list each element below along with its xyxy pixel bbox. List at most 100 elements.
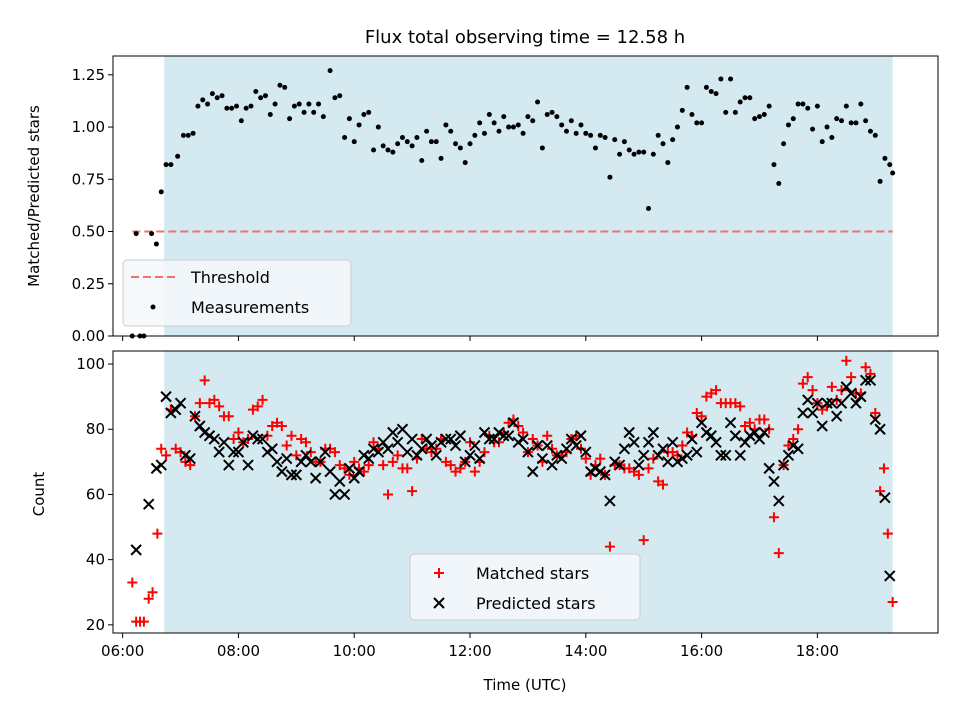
measurement-point [515,122,521,128]
measurement-point [737,99,743,105]
predicted-star-point [662,456,674,468]
measurement-point [419,157,425,163]
measurement-point [346,116,352,122]
measurement-point [327,68,333,74]
predicted-star-point [362,452,375,465]
predicted-star-point [565,433,578,445]
predicted-star-point [493,426,505,439]
measurement-point [790,116,796,122]
matched-star-point [252,401,263,412]
measurement-point [520,130,526,136]
predicted-star-point [223,459,235,471]
predicted-star-point [584,465,597,478]
matched-star-point [407,486,418,497]
predicted-star-point [189,410,201,422]
matched-star-point [455,463,466,474]
matched-star-point [696,411,707,422]
matched-star-point [764,424,775,435]
measurement-point [670,137,676,143]
measurement-point [395,141,401,147]
predicted-star-point [174,397,187,409]
predicted-star-point [473,452,486,465]
predicted-star-point [232,446,245,458]
measurement-point [491,120,497,126]
measurement-point [267,112,273,118]
measurement-point [559,122,565,128]
predicted-star-point [445,433,457,445]
measurement-point [703,84,709,90]
predicted-star-point [213,446,225,458]
measurement-point [342,134,348,140]
measurement-point [205,101,211,107]
matched-star-point [387,456,398,467]
measurement-point [863,118,869,124]
predicted-star-point [353,465,365,478]
measurement-point [612,137,618,143]
measurement-point [732,109,738,115]
predicted-star-point [763,462,775,475]
predicted-star-point [372,446,385,458]
predicted-star-point [623,426,635,439]
matched-star-point [759,414,770,425]
matched-star-point [875,486,886,497]
measurement-point [781,141,787,147]
measurement-point [209,91,215,97]
y-tick-label: 60 [86,485,105,503]
measurement-point [277,82,283,88]
predicted-star-point [744,430,756,442]
predicted-star-point [541,439,553,452]
predicted-star-point [208,433,221,445]
measurement-point [301,109,307,115]
measurement-point [224,105,230,111]
measurement-point [756,114,762,120]
matched-star-point [882,528,893,539]
matched-star-point [633,469,644,480]
matched-star-point [846,372,857,383]
legend-measurements-swatch [150,304,156,310]
predicted-star-point [869,413,881,426]
predicted-star-point [517,433,529,445]
chart-title: Flux total observing time = 12.58 h [365,27,685,48]
ratio-y-axis-label: Matched/Predicted stars [25,105,43,287]
matched-star-point [711,385,722,396]
measurement-point [248,103,254,109]
x-tick-label: 10:00 [333,642,376,660]
predicted-star-point [835,397,848,409]
predicted-star-point [884,570,896,582]
measurement-point [291,103,297,109]
measurement-point [438,155,444,161]
matched-star-point [199,375,210,386]
predicted-star-point [792,443,804,455]
measurement-point [800,101,806,107]
measurement-point [351,139,357,145]
matched-star-point [793,424,804,435]
predicted-star-point [618,443,631,455]
predicted-star-point [691,446,703,458]
predicted-star-point [256,433,269,445]
measurement-point [819,139,825,145]
matched-star-point [672,450,683,461]
x-tick-label: 16:00 [680,642,723,660]
y-tick-label: 0.75 [72,170,105,188]
matched-star-point [156,443,167,454]
matched-star-point [147,587,158,598]
predicted-star-point [329,488,341,501]
predicted-star-point [560,443,573,455]
matched-star-point [841,355,852,366]
predicted-star-point [324,465,336,478]
measurement-point [510,124,516,130]
measurement-point [399,134,405,140]
measurement-point [462,160,468,166]
matched-star-point [797,378,808,389]
matched-star-point [243,434,254,445]
matched-star-point [281,440,292,451]
measurement-point [361,112,367,118]
ratio-axes-frame [112,55,939,337]
predicted-star-point [821,397,833,409]
predicted-star-point [488,433,500,445]
predicted-star-point [334,475,346,488]
measurement-point [636,149,642,155]
predicted-star-point [536,452,549,465]
predicted-star-point [396,423,409,435]
measurement-point [467,141,473,147]
